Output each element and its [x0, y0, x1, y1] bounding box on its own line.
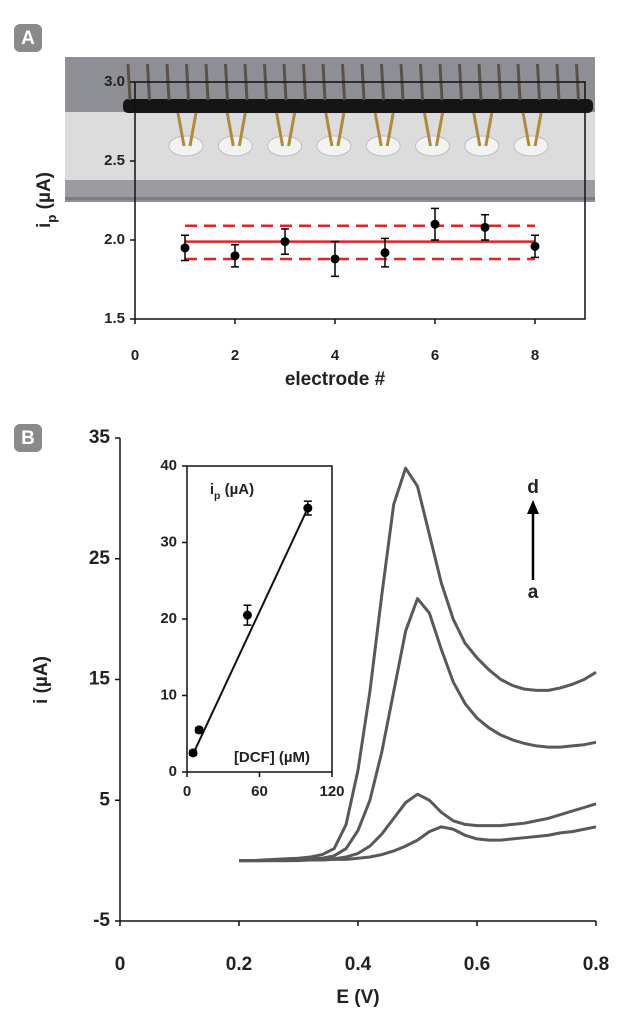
header-pin	[126, 63, 132, 101]
device-photo	[65, 57, 595, 202]
data-point	[280, 237, 290, 247]
contact-pin	[435, 112, 444, 147]
contact-pin	[336, 112, 346, 147]
electrode-pad	[464, 135, 500, 157]
data-point	[330, 254, 340, 264]
plot-frame	[134, 81, 586, 320]
data-point	[194, 725, 204, 735]
y-tick-label: 0	[169, 763, 177, 780]
y-tick-label: 40	[160, 457, 177, 474]
panel-label-box	[14, 424, 42, 452]
x-axis-label: electrode #	[285, 369, 386, 390]
annotation: d	[527, 477, 539, 498]
contact-pin	[237, 112, 247, 147]
voltammogram-line	[239, 825, 597, 863]
y-tick-label: -5	[93, 910, 110, 931]
y-axis-label: ip (µA)	[34, 172, 59, 228]
contact-pin	[533, 112, 543, 147]
annotation: a	[528, 582, 539, 603]
y-tick-label: 30	[160, 533, 177, 550]
y-axis-label: ip (µA)	[210, 481, 254, 502]
contact-pin	[373, 112, 383, 147]
electrode-pad	[365, 135, 401, 157]
y-axis-label-part: (µA)	[220, 481, 254, 498]
header-bar	[123, 99, 593, 113]
y-axis-label-part: (µA)	[34, 172, 55, 215]
electrode-pad	[316, 135, 352, 157]
y-tick-label: 2.5	[104, 152, 125, 169]
data-point	[480, 222, 490, 232]
x-tick-label: 0	[183, 783, 191, 800]
y-tick-label: 10	[160, 686, 177, 703]
x-tick-label: 0.2	[226, 954, 252, 975]
paper-shadow	[65, 180, 595, 200]
y-tick-label: 15	[89, 669, 111, 690]
y-tick-label: 25	[89, 548, 111, 569]
contact-pin	[521, 112, 531, 147]
y-tick-label: 5	[99, 789, 110, 810]
electrode-pad	[415, 135, 450, 157]
electrode-pad	[168, 135, 204, 157]
x-axis-label: [DCF] (µM)	[234, 749, 310, 766]
x-tick-label: 8	[531, 347, 539, 364]
data-point	[530, 241, 540, 251]
electrode-pad	[267, 135, 303, 157]
data-point	[430, 219, 440, 229]
y-axis-label: i (µA)	[31, 656, 52, 704]
voltammogram-line	[239, 792, 597, 863]
contact-pin	[176, 112, 186, 147]
arrow-head	[527, 500, 539, 514]
fit-line	[190, 507, 309, 758]
data-point	[242, 610, 252, 620]
y-tick-label: 35	[89, 427, 111, 448]
voltammogram-line	[239, 597, 597, 863]
electrode-pad	[513, 135, 549, 157]
contact-pin	[287, 112, 297, 147]
contact-pin	[225, 112, 235, 147]
y-tick-label: 1.5	[104, 310, 125, 327]
contact-pin	[324, 112, 334, 147]
y-axis-label-part: i	[34, 223, 55, 228]
x-tick-label: 120	[319, 783, 344, 800]
data-point	[303, 503, 313, 513]
panel-label: B	[21, 428, 35, 449]
y-tick-label: 20	[160, 610, 177, 627]
x-tick-label: 0.4	[345, 954, 372, 975]
x-tick-label: 0.6	[464, 954, 490, 975]
voltammogram-line	[239, 466, 597, 863]
x-tick-label: 6	[431, 347, 439, 364]
contact-pin	[423, 112, 432, 147]
y-axis-label-part: p	[214, 490, 220, 502]
y-axis-label-part: p	[44, 215, 59, 223]
panel-label-box	[14, 24, 42, 52]
x-tick-label: 2	[231, 347, 239, 364]
data-point	[188, 748, 198, 758]
contact-pin	[275, 112, 285, 147]
data-point	[230, 251, 240, 261]
contact-pin	[385, 112, 395, 147]
y-tick-label: 3.0	[104, 73, 125, 90]
contact-pin	[484, 112, 494, 147]
x-tick-label: 0.8	[583, 954, 609, 975]
x-tick-label: 0	[131, 347, 139, 364]
y-axis-label-part: i (µA)	[31, 656, 52, 704]
y-tick-label: 2.0	[104, 231, 125, 248]
plot-frame	[186, 465, 333, 773]
contact-pin	[188, 112, 198, 147]
data-point	[380, 248, 390, 258]
x-axis-label: E (V)	[336, 987, 379, 1008]
x-tick-label: 0	[115, 954, 126, 975]
data-point	[180, 243, 190, 253]
x-tick-label: 60	[251, 783, 268, 800]
y-axis-label-part: i	[210, 481, 214, 498]
contact-pin	[472, 112, 482, 147]
electrode-pad	[217, 135, 253, 157]
panel-label: A	[21, 28, 35, 49]
x-tick-label: 4	[331, 347, 340, 364]
